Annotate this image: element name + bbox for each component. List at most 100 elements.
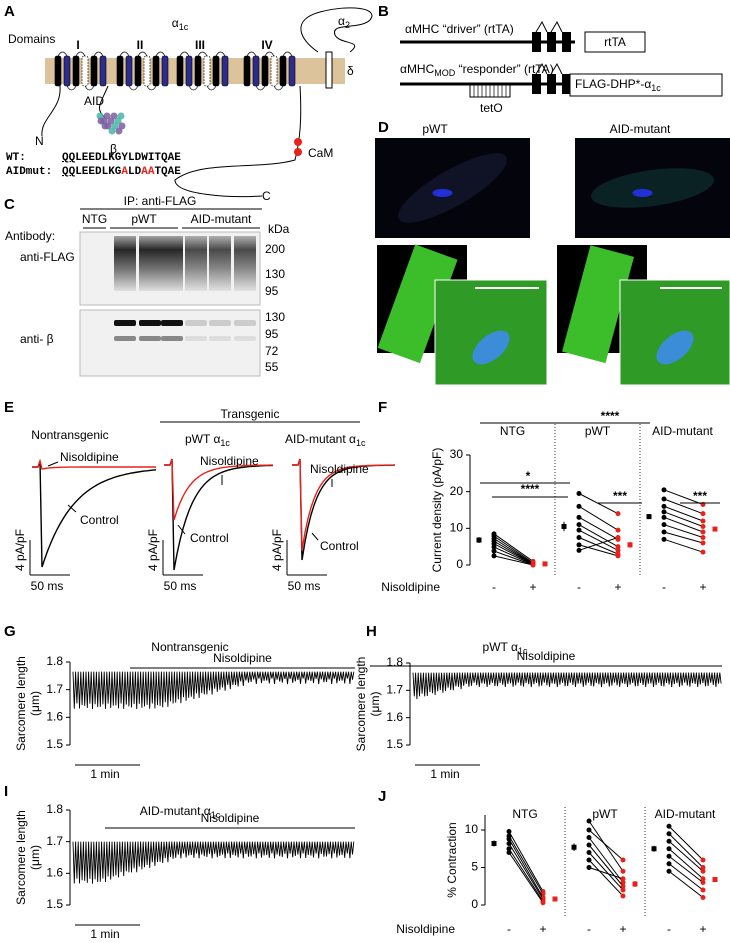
sequence-part: QQ [62, 166, 76, 178]
sequence-part: A [121, 166, 128, 178]
helix [99, 55, 107, 87]
marker-label: 72 [265, 344, 279, 358]
sequence: QQLEEDLKGALDAATQAE [62, 166, 181, 178]
band [209, 336, 231, 341]
helix [221, 55, 229, 87]
level-label: - [577, 580, 581, 594]
level-label: + [699, 580, 706, 594]
pair-line [663, 489, 704, 505]
pair-line [663, 538, 704, 553]
point [586, 865, 592, 870]
pair-line [493, 538, 534, 564]
exon [547, 74, 556, 94]
helix [176, 55, 184, 87]
y-tick-label: 1.6 [46, 866, 63, 880]
level-label: - [507, 922, 511, 936]
kda-label: kDa [268, 222, 290, 236]
point [576, 527, 582, 533]
pair-line [663, 505, 704, 522]
point [491, 544, 497, 550]
mean [646, 514, 652, 520]
pair-line [588, 852, 624, 891]
trace-annotation: Control [80, 513, 119, 527]
band [209, 236, 231, 291]
level-label: + [614, 580, 621, 594]
sarcomere-trace [72, 671, 355, 710]
point [700, 524, 706, 529]
marker-label: 130 [265, 310, 285, 324]
subunit-label-part: 2 [345, 20, 350, 30]
cell [562, 245, 635, 364]
helix [270, 55, 278, 87]
y-tick-label: 1.6 [46, 710, 63, 724]
y-tick-label: 1.8 [46, 654, 63, 668]
level-label: - [587, 922, 591, 936]
aid-label: AID [84, 94, 104, 108]
point [661, 514, 667, 520]
subunit-label-part: α [338, 14, 345, 28]
drug-label: Nisoldipine [201, 811, 260, 825]
level-label: + [619, 922, 626, 936]
point [620, 876, 626, 882]
point [576, 491, 582, 496]
loop [197, 51, 208, 57]
level-label: - [667, 922, 671, 936]
pair-line [663, 511, 704, 527]
sequence-part: LEEDLKG [75, 166, 122, 178]
helix [152, 55, 160, 87]
y-tick-label: 30 [450, 447, 464, 461]
loop [255, 85, 266, 91]
band [161, 336, 183, 341]
alpha2-subunit [300, 7, 373, 53]
scale-label: 4 pA/pF [13, 529, 27, 571]
pair-line [508, 852, 544, 904]
point [666, 853, 672, 859]
cdna-box [584, 31, 646, 53]
point [661, 487, 667, 493]
y-tick-label: 1.8 [386, 655, 403, 669]
pair-line [578, 537, 619, 555]
current-trace [32, 458, 156, 470]
drug-label: Nisoldipine [213, 651, 272, 665]
pair-line [493, 555, 534, 566]
trace-annotation: Nisoldipine [60, 450, 119, 464]
mean [651, 846, 657, 852]
scale-label: 1 min [90, 927, 119, 941]
y-tick-label: 20 [450, 484, 464, 498]
trace-title-part: pWT α [483, 640, 518, 654]
pair-line [578, 524, 619, 548]
point [615, 535, 621, 540]
point [506, 836, 512, 842]
panel-letter: J [378, 788, 386, 805]
loop [66, 85, 77, 91]
beta-subunit [108, 127, 116, 135]
mean [561, 524, 567, 529]
helix [261, 55, 269, 87]
pair-line [588, 837, 624, 883]
loop [188, 85, 199, 91]
loop [84, 85, 95, 91]
significance: *** [693, 489, 707, 503]
point [700, 895, 706, 900]
cell [377, 244, 458, 364]
cell [591, 168, 714, 208]
sequence-label: AIDmut: [6, 166, 52, 178]
trace-annotation: Nisoldipine [310, 462, 369, 476]
point [576, 535, 582, 540]
band [185, 236, 207, 291]
domain-label: II [137, 38, 144, 52]
n-tail [41, 85, 61, 137]
panel-letter: I [4, 783, 8, 800]
point [576, 503, 582, 509]
scale-label: 4 pA/pF [146, 529, 160, 571]
pair-line [508, 848, 544, 902]
arrow [67, 504, 77, 513]
splice [535, 62, 563, 75]
pair-line [493, 540, 534, 565]
trace-title-part: pWT α [185, 432, 220, 446]
marker-label: 95 [265, 284, 279, 298]
pair-line [578, 537, 619, 551]
loop [155, 51, 166, 57]
y-tick-label: 1.5 [46, 897, 63, 911]
pair-line [493, 546, 534, 566]
